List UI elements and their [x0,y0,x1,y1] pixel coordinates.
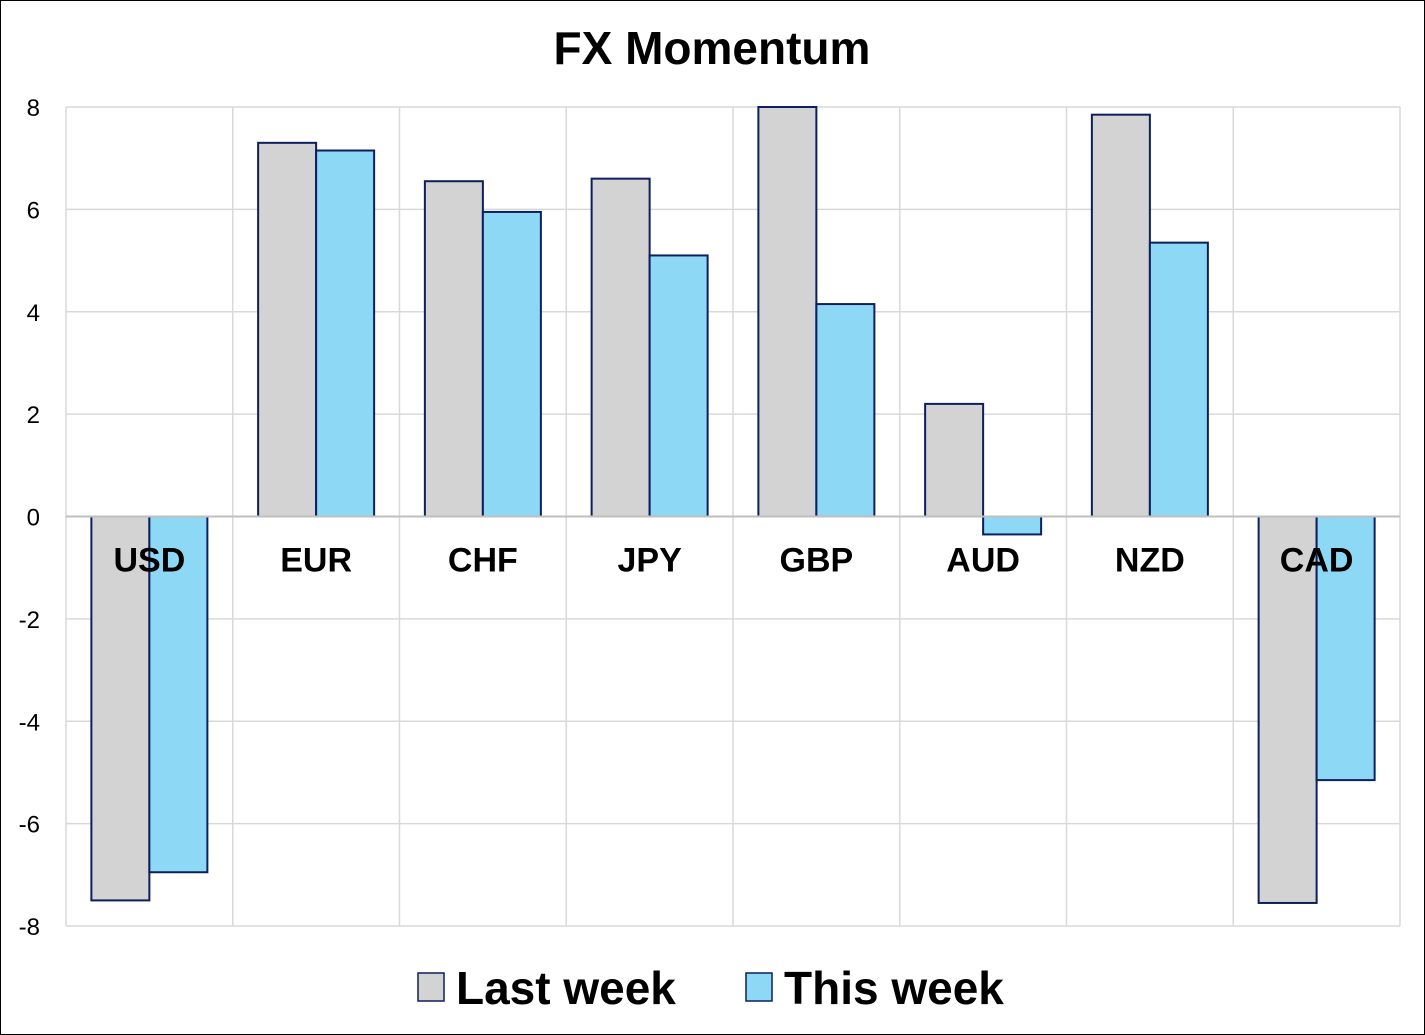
bar-eur-this-week [315,149,376,518]
y-tick-label: 4 [27,300,40,327]
y-tick-label: 0 [27,505,40,532]
y-tick-label: -8 [19,914,40,941]
bar-nzd-last-week [1090,113,1151,518]
bars [90,106,1376,904]
y-tick-label: 2 [27,402,40,429]
y-tick-label: -4 [19,709,40,736]
bar-gbp-this-week [815,303,876,518]
legend-swatch-last-week [417,972,445,1002]
category-label-aud: AUD [946,542,1020,580]
y-tick-label: -6 [19,812,40,839]
category-label-chf: CHF [448,542,518,580]
category-label-cad: CAD [1280,542,1354,580]
bar-gbp-last-week [757,106,818,518]
bar-jpy-last-week [590,177,651,518]
category-label-nzd: NZD [1115,542,1185,580]
category-labels: USD EUR CHF JPY GBP AUD NZD CAD [113,542,1353,580]
bar-nzd-this-week [1148,241,1209,518]
category-label-gbp: GBP [780,542,854,580]
y-tick-label: -2 [19,607,40,634]
y-tick-label: 6 [27,197,40,224]
legend-label-last-week: Last week [456,962,676,1014]
legend-swatch-this-week [745,972,773,1002]
bar-cad-this-week [1315,515,1376,782]
bar-jpy-this-week [648,254,709,518]
bar-cad-last-week [1257,515,1318,904]
category-label-jpy: JPY [617,542,682,580]
category-label-eur: EUR [280,542,352,580]
y-tick-label: 8 [27,95,40,122]
bar-chf-last-week [423,180,484,518]
bar-aud-this-week [982,515,1043,536]
bar-chf-this-week [481,210,542,518]
chart-title: FX Momentum [554,22,871,74]
category-label-usd: USD [113,542,185,580]
legend-label-this-week: This week [784,962,1004,1014]
y-axis-ticks: 8 6 4 2 0 -2 -4 -6 -8 [19,95,40,941]
legend: Last week This week [417,962,1004,1014]
bar-aud-last-week [924,402,985,518]
bar-eur-last-week [257,141,318,518]
